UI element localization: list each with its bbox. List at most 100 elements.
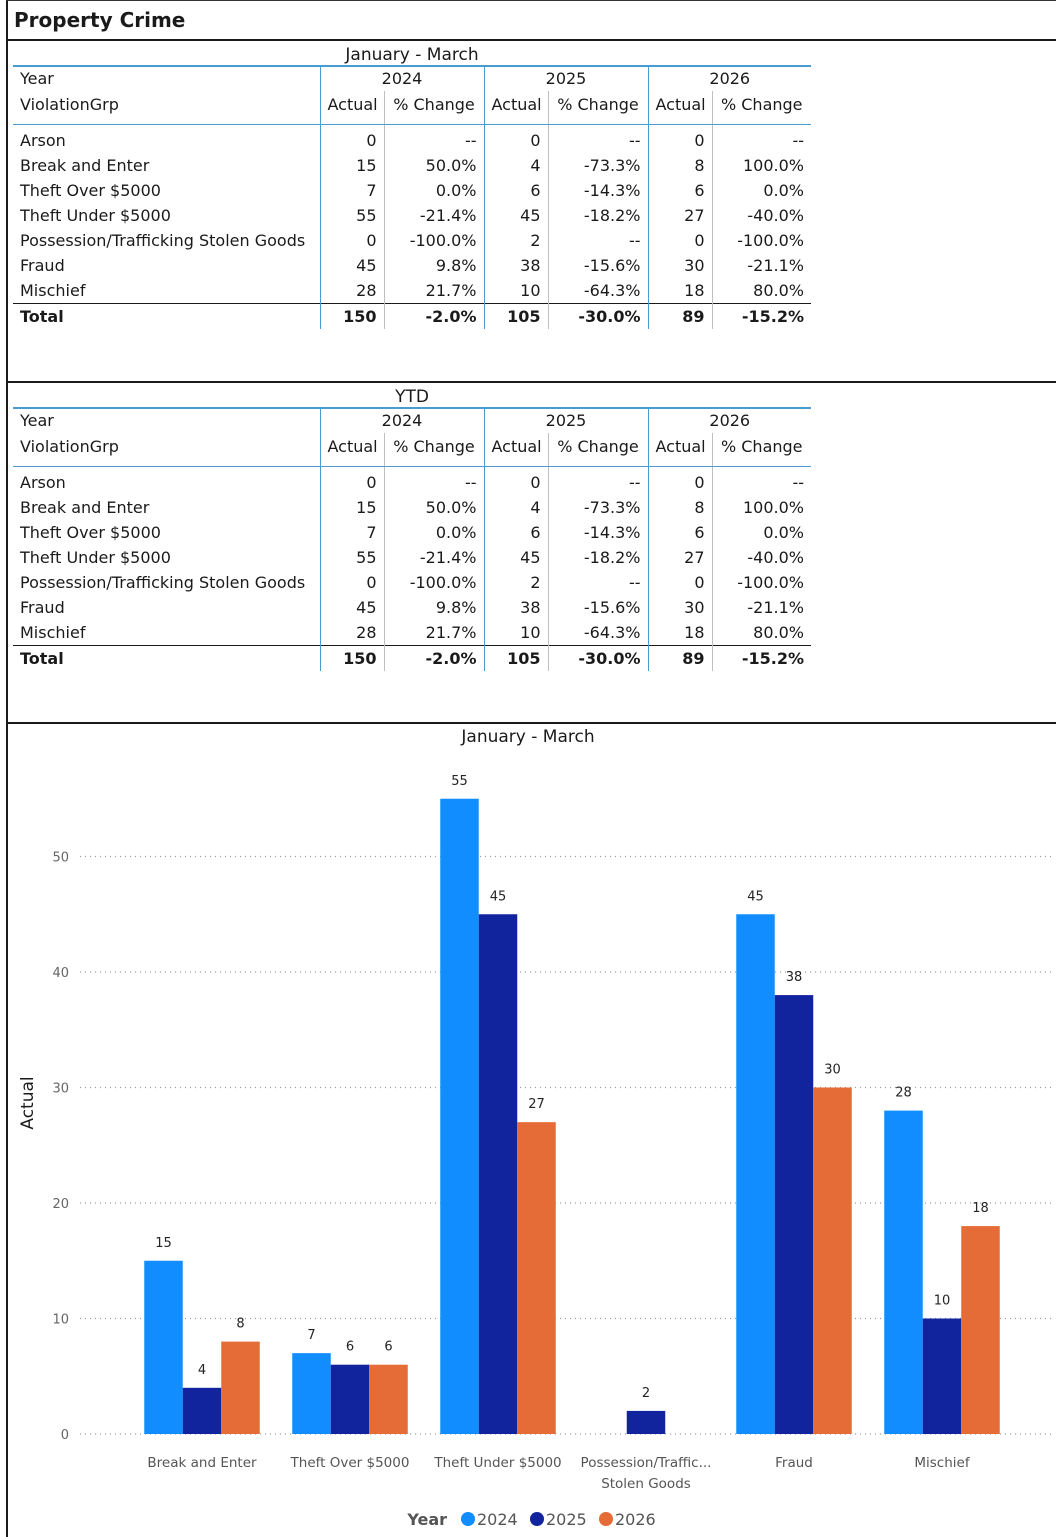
y-tick-label: 30	[52, 1082, 69, 1097]
year-header: 2026	[647, 65, 811, 91]
row-label: Theft Under $5000	[20, 206, 171, 225]
change-cell: --	[547, 228, 648, 253]
table-row: Arson 0 -- 0 -- 0 --	[13, 124, 811, 153]
matrix: Year 2024 2025 2026 ViolationGrp Actual% Chan…	[13, 65, 811, 329]
bar-2024	[440, 798, 479, 1434]
bar-2025	[478, 914, 518, 1434]
actual-cell: 0	[647, 466, 712, 495]
bar-2024	[884, 1110, 923, 1434]
change-cell: 21.7%	[383, 278, 484, 304]
total-change-cell: -2.0%	[383, 645, 484, 671]
total-label: Total	[13, 645, 320, 671]
table-row: Break and Enter 15 50.0% 4 -73.3% 8 100.0%	[13, 495, 811, 520]
change-cell: -64.3%	[547, 620, 648, 646]
bar-2025	[182, 1387, 222, 1434]
y-tick-label: 20	[52, 1197, 69, 1212]
x-tick-label: Theft Under $5000	[433, 1455, 561, 1471]
total-actual-cell: 150	[319, 303, 384, 329]
change-cell: -21.4%	[383, 545, 484, 570]
actual-cell: 27	[647, 203, 712, 228]
change-cell: -14.3%	[547, 178, 648, 203]
actual-cell: 6	[483, 178, 548, 203]
total-row: Total 150 -2.0% 105 -30.0% 89 -15.2%	[13, 645, 811, 671]
row-label: Mischief	[20, 623, 86, 642]
bar-2025	[774, 995, 814, 1434]
actual-cell: 10	[483, 620, 548, 646]
legend-marker-2026	[599, 1512, 613, 1526]
row-label: Break and Enter	[20, 156, 150, 175]
change-cell: 50.0%	[383, 153, 484, 178]
change-cell: -21.4%	[383, 203, 484, 228]
row-label: Break and Enter	[20, 498, 150, 517]
actual-cell: 0	[319, 228, 384, 253]
change-cell: -100.0%	[711, 228, 811, 253]
actual-cell: 38	[483, 595, 548, 620]
table-row: Possession/Trafficking Stolen Goods 0 -100…	[13, 570, 811, 595]
table-row: Fraud 45 9.8% 38 -15.6% 30 -21.1%	[13, 595, 811, 620]
bar-2026	[517, 1122, 556, 1434]
actual-cell: 55	[319, 203, 384, 228]
legend-marker-2024	[461, 1512, 475, 1526]
year-header: 2026	[647, 407, 811, 433]
table-title: January - March	[345, 45, 479, 65]
table-row: Arson 0 -- 0 -- 0 --	[13, 466, 811, 495]
actual-cell: 8	[647, 153, 712, 178]
change-cell: --	[547, 466, 648, 495]
column-header-row: ViolationGrp Actual% Change Actual% Change…	[13, 91, 811, 125]
change-cell: -14.3%	[547, 520, 648, 545]
change-cell: -15.6%	[547, 595, 648, 620]
change-cell: -21.1%	[711, 595, 811, 620]
legend-marker-2025	[530, 1512, 544, 1526]
row-label: Theft Under $5000	[20, 548, 171, 567]
bar-2025	[922, 1318, 962, 1434]
change-cell: -40.0%	[711, 545, 811, 570]
legend-label: 2025	[546, 1510, 587, 1529]
y-tick-label: 50	[52, 851, 69, 866]
change-cell: -18.2%	[547, 545, 648, 570]
actual-cell: 0	[483, 124, 548, 153]
change-header: % Change	[383, 91, 484, 125]
data-label: 10	[934, 1294, 951, 1309]
actual-cell: 28	[319, 278, 384, 304]
data-label: 30	[824, 1063, 841, 1078]
year-header: 2025	[483, 407, 648, 433]
change-cell: -40.0%	[711, 203, 811, 228]
actual-cell: 45	[319, 253, 384, 278]
row-label: Theft Over $5000	[20, 523, 161, 542]
data-label: 7	[307, 1328, 315, 1343]
bar-2026	[221, 1341, 260, 1434]
table-row: Theft Under $5000 55 -21.4% 45 -18.2% 27 -40.0…	[13, 545, 811, 570]
total-actual-cell: 89	[647, 645, 712, 671]
group-label: ViolationGrp	[13, 433, 320, 467]
change-cell: 9.8%	[383, 253, 484, 278]
actual-cell: 27	[647, 545, 712, 570]
x-tick-label: Theft Over $5000	[290, 1455, 410, 1471]
total-change-cell: -15.2%	[711, 303, 811, 329]
data-label: 6	[346, 1340, 354, 1355]
actual-cell: 0	[319, 124, 384, 153]
year-header-row: Year 2024 2025 2026	[13, 65, 811, 91]
data-label: 2	[642, 1386, 650, 1401]
actual-cell: 2	[483, 570, 548, 595]
section-divider-1	[6, 381, 1056, 383]
row-label: Mischief	[20, 281, 86, 300]
change-cell: -18.2%	[547, 203, 648, 228]
actual-cell: 4	[483, 153, 548, 178]
year-label: Year	[13, 407, 320, 433]
actual-cell: 0	[647, 124, 712, 153]
table-row: Mischief 28 21.7% 10 -64.3% 18 80.0%	[13, 278, 811, 304]
change-cell: 0.0%	[711, 520, 811, 545]
data-label: 38	[786, 970, 803, 985]
row-label: Fraud	[20, 598, 65, 617]
change-cell: --	[711, 466, 811, 495]
group-label: ViolationGrp	[13, 91, 320, 125]
top-border	[6, 0, 1056, 1]
total-actual-cell: 105	[483, 645, 548, 671]
bar-2025	[330, 1364, 370, 1434]
y-tick-label: 10	[52, 1313, 69, 1328]
data-label: 4	[198, 1363, 206, 1378]
legend-label: 2024	[477, 1510, 518, 1529]
actual-cell: 6	[647, 178, 712, 203]
total-actual-cell: 89	[647, 303, 712, 329]
